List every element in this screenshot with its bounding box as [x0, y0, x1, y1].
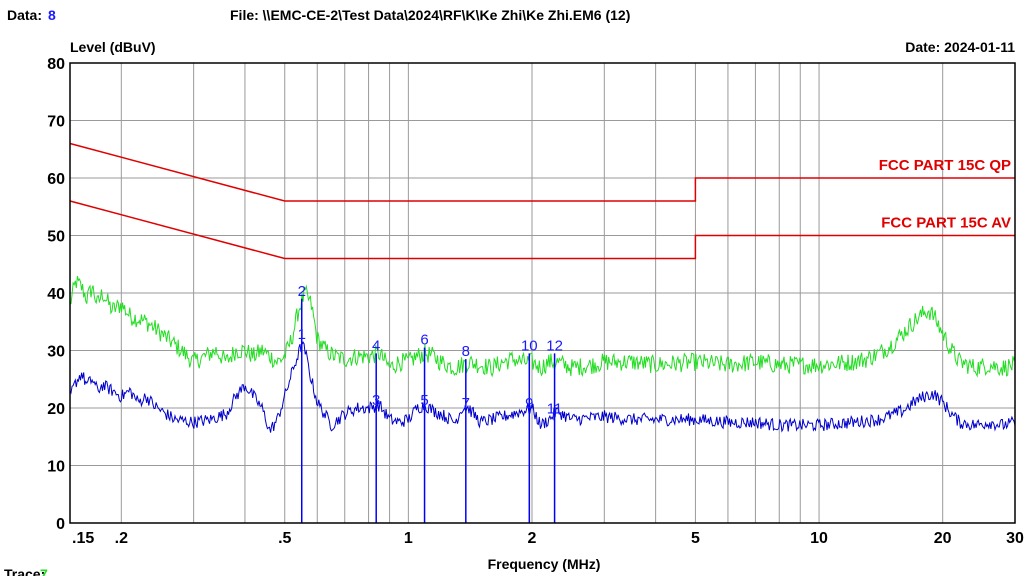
y-tick-label: 40: [47, 286, 65, 303]
marker-label-1: 1: [298, 326, 306, 343]
marker-label-4: 4: [372, 337, 380, 354]
x-tick-label: .5: [278, 530, 291, 547]
trace-value: 7: [40, 566, 48, 576]
data-value: 8: [48, 7, 56, 23]
plot-frame: [69, 62, 1016, 524]
y-tick-label: 70: [47, 114, 65, 131]
marker-label-6: 6: [420, 332, 428, 349]
marker-label-3: 3: [372, 392, 380, 409]
grid: [70, 63, 1015, 523]
marker-label-5: 5: [420, 392, 428, 409]
y-tick-label: 80: [47, 56, 65, 73]
trace-qp: [69, 275, 1016, 378]
y-tick-label: 50: [47, 229, 65, 246]
data-label: Data:: [7, 7, 42, 23]
x-tick-label: 5: [691, 530, 700, 547]
date-label: Date: 2024-01-11: [905, 39, 1015, 55]
x-tick-label: 2: [528, 530, 537, 547]
x-tick-label: 10: [810, 530, 828, 547]
limit-lines: FCC PART 15C QP FCC PART 15C AV: [69, 142, 1015, 260]
marker-label-10: 10: [521, 337, 538, 354]
traces: [69, 275, 1016, 433]
trace-av: [69, 341, 1016, 433]
y-axis-label: Level (dBuV): [70, 39, 156, 55]
marker-label-9: 9: [525, 395, 533, 412]
marker-label-11: 11: [547, 401, 563, 418]
marker-label-7: 7: [462, 395, 470, 412]
marker-label-12: 12: [546, 337, 563, 354]
limit-line-av: [69, 200, 1015, 260]
limit-label-av: FCC PART 15C AV: [881, 215, 1011, 232]
trace-label: Trace:: [4, 566, 45, 576]
y-tick-label: 0: [56, 516, 65, 533]
y-tick-label: 20: [47, 401, 65, 418]
marker-label-8: 8: [462, 343, 470, 360]
file-path: File: \\EMC-CE-2\Test Data\2024\RF\K\Ke …: [230, 7, 630, 23]
x-tick-label: .15: [72, 530, 94, 547]
x-tick-label: 20: [934, 530, 952, 547]
x-tick-label: 1: [404, 530, 413, 547]
x-tick-label: 30: [1006, 530, 1024, 547]
y-tick-label: 30: [47, 344, 65, 361]
limit-label-qp: FCC PART 15C QP: [879, 157, 1011, 174]
x-tick-label: .2: [115, 530, 128, 547]
marker-label-2: 2: [298, 283, 306, 300]
x-axis-label: Frequency (MHz): [488, 556, 601, 572]
y-tick-label: 60: [47, 171, 65, 188]
y-tick-label: 10: [47, 459, 65, 476]
limit-line-qp: [69, 142, 1015, 202]
